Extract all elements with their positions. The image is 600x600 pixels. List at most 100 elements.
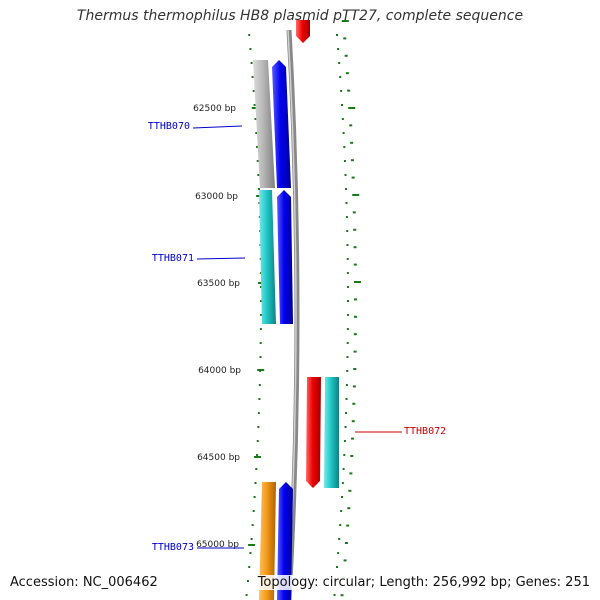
track-dot	[257, 188, 260, 190]
track-dot	[255, 132, 258, 134]
track-dot	[341, 104, 344, 106]
ruler-minor-tick	[353, 228, 357, 231]
cog-bar-TTHB073	[259, 482, 276, 600]
track-dot	[248, 566, 251, 568]
track-dot	[255, 468, 258, 470]
ruler-major-tick	[341, 20, 349, 22]
gene-TTHB072[interactable]	[306, 377, 339, 488]
ruler-minor-tick	[344, 542, 348, 544]
track-dot	[256, 160, 259, 162]
track-dot	[346, 230, 349, 232]
track-dot	[346, 314, 349, 316]
topology-text: Topology: circular	[257, 575, 371, 590]
ruler-label: 62500 bp	[193, 104, 236, 114]
ruler-label: 63500 bp	[197, 279, 240, 289]
ruler-label: 63000 bp	[195, 192, 238, 202]
leader-line-TTHB070	[192, 125, 243, 129]
track-dot	[343, 454, 346, 456]
strand-arrow-TTHB071	[277, 190, 293, 324]
ruler-label: 64500 bp	[197, 453, 240, 463]
ruler-minor-tick	[347, 89, 351, 92]
track-dot	[257, 412, 260, 414]
track-dot	[345, 412, 348, 414]
ruler-minor-tick	[352, 385, 356, 388]
track-dot	[338, 62, 341, 64]
track-dot	[343, 146, 346, 148]
track-dot	[253, 496, 256, 498]
track-dot	[256, 440, 259, 442]
ruler-minor-tick	[345, 72, 349, 75]
track-dot	[344, 174, 347, 176]
ruler-minor-tick	[349, 124, 353, 127]
track-dot	[333, 594, 336, 596]
track-dot	[343, 440, 346, 442]
track-dot	[345, 188, 348, 190]
track-dot	[254, 118, 257, 120]
track-dot	[346, 328, 349, 330]
track-dot	[347, 300, 349, 302]
cog-bar-TTHB070	[253, 60, 275, 188]
ruler-minor-tick	[347, 507, 351, 510]
track-dot	[346, 244, 349, 246]
track-dot	[249, 552, 252, 554]
ruler-minor-tick	[340, 594, 344, 597]
track-dot	[259, 356, 262, 358]
map-title: Thermus thermophilus HB8 plasmid pTT27, …	[76, 8, 524, 24]
gene-label-TTHB073[interactable]: TTHB073	[152, 542, 194, 553]
track-dot	[252, 510, 255, 512]
gene-label-TTHB072[interactable]: TTHB072	[404, 426, 446, 437]
track-dot	[250, 62, 253, 64]
ruler-label: 65000 bp	[196, 540, 239, 550]
ruler-minor-tick	[350, 159, 354, 162]
track-dot	[345, 202, 348, 204]
ruler-minor-tick	[350, 141, 354, 144]
leader-line-TTHB071	[196, 257, 246, 260]
track-dot	[346, 356, 349, 358]
track-dot	[340, 510, 343, 512]
dotted-guide-tracks	[245, 34, 349, 596]
ruler-minor-tick	[353, 368, 357, 370]
track-dot	[346, 342, 349, 344]
ruler-minor-tick	[346, 524, 350, 527]
ruler-minor-tick	[353, 298, 357, 301]
length-text: Length: 256,992 bp	[379, 575, 508, 590]
ruler-minor-tick	[353, 350, 357, 353]
ruler-minor-tick	[343, 559, 347, 562]
ruler-minor-tick	[352, 402, 356, 405]
track-dot	[340, 90, 343, 92]
ruler-label-tick	[253, 456, 261, 458]
ruler-label-tick	[251, 107, 259, 109]
gene-label-TTHB070[interactable]: TTHB070	[148, 121, 190, 132]
gene-TTHB071[interactable]	[259, 190, 293, 324]
track-dot	[250, 538, 253, 540]
strand-arrow-TTHB073	[277, 482, 293, 600]
track-dot	[337, 48, 340, 50]
track-dot	[345, 398, 348, 400]
track-dot	[249, 48, 252, 50]
track-dot	[346, 370, 349, 372]
track-dot	[259, 328, 262, 330]
track-dot	[257, 174, 260, 176]
accession-text: Accession: NC_006462	[8, 575, 160, 590]
gene-TTHB070[interactable]	[253, 60, 291, 188]
track-dot	[335, 566, 338, 568]
track-dot	[346, 258, 349, 260]
track-dot	[251, 76, 254, 78]
gene-label-TTHB071[interactable]: TTHB071	[152, 253, 194, 264]
ruler-label-tick	[248, 544, 256, 546]
feature-top-red[interactable]	[296, 20, 310, 43]
backbone-arc	[286, 29, 300, 600]
track-dot	[256, 454, 259, 456]
track-dot	[341, 496, 344, 498]
ruler-minor-tick	[353, 315, 357, 318]
track-dot	[256, 146, 259, 148]
gene-TTHB073[interactable]	[259, 482, 293, 600]
ruler-major-tick	[353, 281, 361, 283]
track-dot	[252, 90, 255, 92]
track-dot	[251, 524, 254, 526]
track-dot	[335, 34, 338, 36]
track-dot	[337, 552, 340, 554]
track-dot	[259, 342, 262, 344]
track-dot	[345, 216, 348, 218]
